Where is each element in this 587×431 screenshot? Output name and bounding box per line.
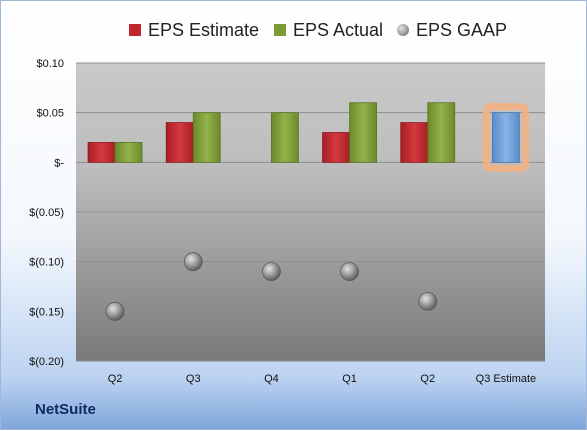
y-tick-label: $(0.05) bbox=[29, 207, 64, 219]
x-tick-label: Q2 bbox=[108, 373, 123, 385]
estimate-highlight-glow bbox=[482, 103, 529, 172]
eps-gaap-point bbox=[183, 252, 203, 272]
y-tick-label: $0.10 bbox=[36, 58, 64, 70]
eps-gaap-point bbox=[418, 291, 438, 311]
x-tick-label: Q3 Estimate bbox=[476, 373, 537, 385]
eps-gaap-point bbox=[105, 301, 125, 321]
x-tick-label: Q2 bbox=[420, 373, 435, 385]
x-tick-label: Q4 bbox=[264, 373, 279, 385]
legend: EPS Estimate EPS Actual EPS GAAP bbox=[1, 16, 587, 44]
eps-estimate-swatch-icon bbox=[129, 24, 141, 36]
legend-item-eps-gaap: EPS GAAP bbox=[397, 16, 507, 44]
y-tick-label: $(0.20) bbox=[29, 356, 64, 368]
eps-gaap-point bbox=[262, 262, 281, 282]
eps-gaap-point bbox=[340, 262, 359, 282]
eps-estimate-bar bbox=[165, 122, 194, 163]
legend-item-eps-estimate: EPS Estimate bbox=[129, 16, 259, 44]
y-tick-label: $(0.15) bbox=[29, 306, 64, 318]
eps-estimate-bar bbox=[400, 122, 429, 163]
x-tick-label: Q3 bbox=[186, 373, 201, 385]
y-tick-label: $0.05 bbox=[36, 108, 64, 120]
brand-label: NetSuite bbox=[35, 401, 96, 418]
legend-label: EPS GAAP bbox=[416, 19, 508, 40]
eps-actual-swatch-icon bbox=[274, 24, 286, 36]
eps-gaap-swatch-icon bbox=[397, 24, 409, 36]
eps-actual-bar bbox=[192, 112, 221, 163]
eps-estimate-bar bbox=[87, 142, 116, 163]
q3-estimate-bar bbox=[492, 112, 520, 163]
y-tick-label: $(0.10) bbox=[29, 257, 64, 269]
legend-label: EPS Actual bbox=[293, 19, 384, 40]
eps-actual-bar bbox=[114, 142, 143, 163]
eps-actual-bar bbox=[427, 102, 456, 163]
legend-label: EPS Estimate bbox=[148, 19, 260, 40]
eps-actual-bar bbox=[271, 112, 299, 163]
x-tick-label: Q1 bbox=[342, 373, 357, 385]
legend-item-eps-actual: EPS Actual bbox=[274, 16, 383, 44]
eps-actual-bar bbox=[349, 102, 377, 163]
y-tick-label: $- bbox=[54, 157, 64, 169]
eps-estimate-bar bbox=[322, 132, 350, 163]
